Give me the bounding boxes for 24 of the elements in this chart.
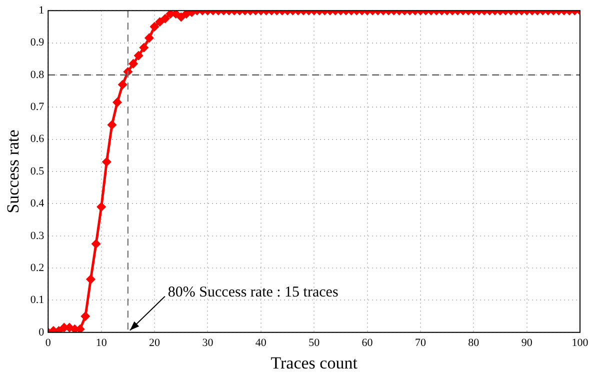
y-tick-label: 0.3 [30, 230, 45, 242]
x-tick-label: 100 [572, 336, 589, 349]
x-tick-label: 10 [96, 336, 108, 349]
y-tick-label: 0.9 [30, 36, 45, 49]
x-tick-label: 20 [149, 336, 161, 349]
x-tick-label: 80 [468, 336, 480, 349]
y-tick-label: 0.1 [30, 294, 44, 306]
y-tick-label: 0.2 [30, 262, 44, 274]
x-tick-label: 30 [202, 336, 214, 349]
x-tick-label: 90 [521, 336, 533, 349]
x-tick-label: 40 [255, 336, 267, 349]
annotation: 80% Success rate : 15 traces [168, 284, 338, 300]
y-tick-label: 0 [38, 326, 45, 338]
x-tick-label: 70 [414, 336, 426, 349]
x-tick-label: 60 [362, 336, 374, 349]
x-tick-label: 50 [308, 336, 320, 349]
y-axis-title: Success rate [4, 130, 23, 214]
y-tick-label: 1 [38, 4, 44, 16]
y-tick-label: 0.5 [30, 165, 45, 178]
y-tick-label: 0.4 [30, 198, 45, 210]
y-tick-label: 0.8 [30, 68, 45, 81]
x-axis-title: Traces count [270, 353, 358, 372]
y-tick-label: 0.6 [30, 133, 45, 146]
y-tick-label: 0.7 [30, 101, 45, 114]
